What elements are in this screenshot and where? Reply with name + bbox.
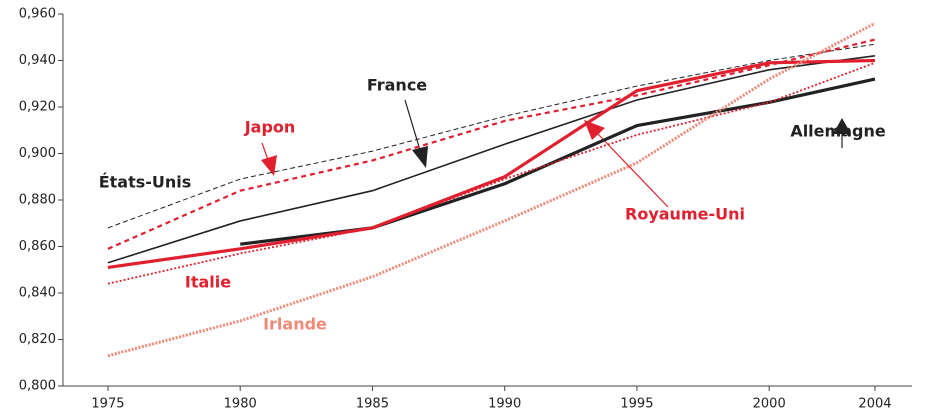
y-tick-label: 0,800 bbox=[19, 379, 56, 394]
series-line bbox=[107, 43, 876, 229]
x-tick-label: 1980 bbox=[224, 397, 257, 411]
series-label: Irlande bbox=[263, 315, 327, 334]
x-tick-label: 2004 bbox=[858, 397, 891, 411]
series-label: États-Unis bbox=[99, 173, 192, 192]
x-tick-label: 1990 bbox=[488, 397, 521, 411]
y-tick-label: 0,860 bbox=[19, 239, 56, 254]
arrowhead bbox=[833, 118, 851, 134]
arrow bbox=[404, 99, 421, 151]
arrow bbox=[261, 142, 269, 161]
arrowhead bbox=[412, 146, 428, 168]
x-tick-label: 2000 bbox=[753, 397, 786, 411]
y-tick-label: 0,820 bbox=[19, 332, 56, 347]
arrowhead bbox=[261, 155, 277, 176]
series-line bbox=[107, 58, 876, 270]
series-line bbox=[107, 38, 876, 250]
y-tick-label: 0,940 bbox=[19, 53, 56, 68]
series-line bbox=[107, 55, 876, 264]
arrows bbox=[261, 99, 851, 208]
arrowhead bbox=[584, 120, 605, 140]
y-tick-label: 0,920 bbox=[19, 100, 56, 115]
series-label: Italie bbox=[185, 273, 231, 292]
series-label: France bbox=[367, 76, 427, 95]
y-tick-label: 0,900 bbox=[19, 146, 56, 161]
series-label: Allemagne bbox=[790, 122, 886, 141]
y-tick-label: 0,840 bbox=[19, 286, 56, 301]
arrow bbox=[597, 133, 669, 208]
series-line bbox=[107, 21, 876, 358]
y-tick-label: 0,880 bbox=[19, 193, 56, 208]
x-tick-label: 1985 bbox=[356, 397, 389, 411]
y-tick-label: 0,960 bbox=[19, 7, 56, 22]
series-label: Japon bbox=[244, 118, 296, 137]
x-tick-label: 1995 bbox=[620, 397, 653, 411]
x-tick-label: 1975 bbox=[91, 397, 124, 411]
series-label: Royaume-Uni bbox=[625, 205, 745, 224]
